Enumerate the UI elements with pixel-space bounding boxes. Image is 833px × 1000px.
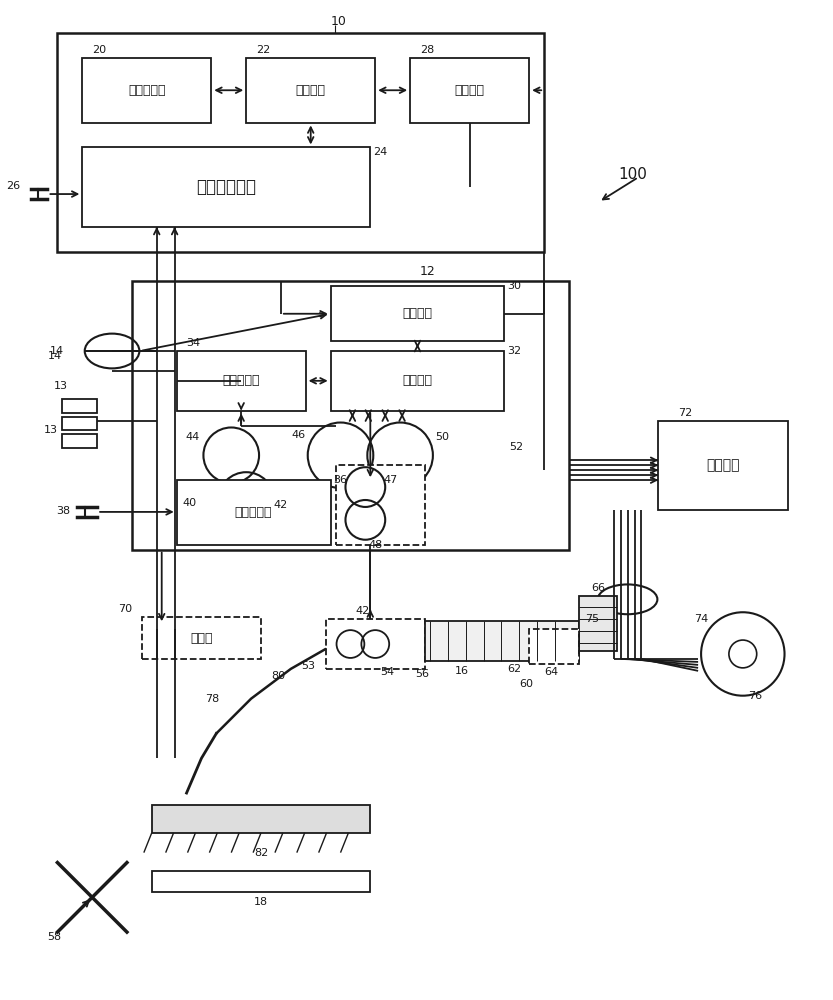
Text: 控制系统: 控制系统 bbox=[706, 458, 740, 472]
Text: 64: 64 bbox=[544, 667, 558, 677]
Text: 26: 26 bbox=[7, 181, 21, 191]
Text: 47: 47 bbox=[383, 475, 397, 485]
Text: 16: 16 bbox=[455, 666, 469, 676]
Text: 44: 44 bbox=[185, 432, 199, 442]
Text: 控制电路: 控制电路 bbox=[402, 374, 432, 387]
Text: 38: 38 bbox=[56, 506, 70, 516]
Text: 62: 62 bbox=[507, 664, 521, 674]
Text: 66: 66 bbox=[591, 583, 605, 593]
Text: 48: 48 bbox=[368, 540, 382, 550]
Bar bbox=[177, 480, 331, 545]
Text: 46: 46 bbox=[292, 430, 306, 440]
Bar bbox=[579, 596, 616, 651]
Text: 53: 53 bbox=[302, 661, 316, 671]
Text: 13: 13 bbox=[53, 381, 67, 391]
Text: 18: 18 bbox=[254, 897, 268, 907]
Bar bbox=[57, 33, 544, 252]
Bar bbox=[142, 617, 261, 659]
Text: 50: 50 bbox=[435, 432, 449, 442]
Text: 24: 24 bbox=[373, 147, 387, 157]
Text: 22: 22 bbox=[256, 45, 271, 55]
Text: 34: 34 bbox=[187, 338, 201, 348]
Text: 56: 56 bbox=[415, 669, 429, 679]
Text: 控制电路: 控制电路 bbox=[296, 84, 326, 97]
Text: 气体控制阀: 气体控制阀 bbox=[235, 506, 272, 519]
Bar bbox=[336, 465, 425, 545]
Bar bbox=[62, 399, 97, 413]
Bar bbox=[331, 351, 505, 411]
Bar bbox=[246, 58, 376, 123]
Bar bbox=[152, 805, 371, 833]
Text: 13: 13 bbox=[43, 425, 57, 435]
Text: 28: 28 bbox=[420, 45, 434, 55]
Text: 72: 72 bbox=[678, 408, 692, 418]
Text: 36: 36 bbox=[333, 475, 347, 485]
Text: 58: 58 bbox=[47, 932, 62, 942]
Text: 传感器: 传感器 bbox=[190, 632, 212, 645]
Bar bbox=[152, 871, 371, 892]
Bar bbox=[331, 286, 505, 341]
Text: 40: 40 bbox=[182, 498, 197, 508]
Bar bbox=[82, 58, 212, 123]
Bar bbox=[177, 351, 306, 411]
Bar bbox=[658, 421, 787, 510]
Text: 60: 60 bbox=[519, 679, 533, 689]
Text: 54: 54 bbox=[380, 667, 394, 677]
Text: 70: 70 bbox=[117, 604, 132, 614]
Text: 10: 10 bbox=[331, 15, 347, 28]
Bar bbox=[529, 629, 579, 664]
Text: 操作者接口: 操作者接口 bbox=[222, 374, 260, 387]
Text: 75: 75 bbox=[585, 614, 599, 624]
Text: 78: 78 bbox=[205, 694, 219, 704]
Text: 接口电路: 接口电路 bbox=[455, 84, 485, 97]
Text: 32: 32 bbox=[507, 346, 521, 356]
Text: 操作者接口: 操作者接口 bbox=[128, 84, 166, 97]
Text: 100: 100 bbox=[619, 167, 647, 182]
Bar bbox=[82, 147, 371, 227]
Text: 82: 82 bbox=[254, 848, 268, 858]
Text: 14: 14 bbox=[48, 351, 62, 361]
Bar bbox=[62, 417, 97, 430]
Text: 20: 20 bbox=[92, 45, 107, 55]
Text: 76: 76 bbox=[748, 691, 762, 701]
Bar bbox=[410, 58, 529, 123]
Bar bbox=[62, 434, 97, 448]
Text: 14: 14 bbox=[50, 346, 64, 356]
Bar bbox=[425, 621, 579, 661]
Text: 功率转换电路: 功率转换电路 bbox=[197, 178, 257, 196]
Text: 12: 12 bbox=[420, 265, 436, 278]
Text: 42: 42 bbox=[356, 606, 370, 616]
Text: 74: 74 bbox=[694, 614, 708, 624]
Bar bbox=[326, 619, 425, 669]
Text: 42: 42 bbox=[273, 500, 287, 510]
Text: 80: 80 bbox=[271, 671, 285, 681]
Text: 接口电路: 接口电路 bbox=[402, 307, 432, 320]
Bar bbox=[132, 281, 569, 550]
Text: 52: 52 bbox=[509, 442, 523, 452]
Text: 30: 30 bbox=[507, 281, 521, 291]
